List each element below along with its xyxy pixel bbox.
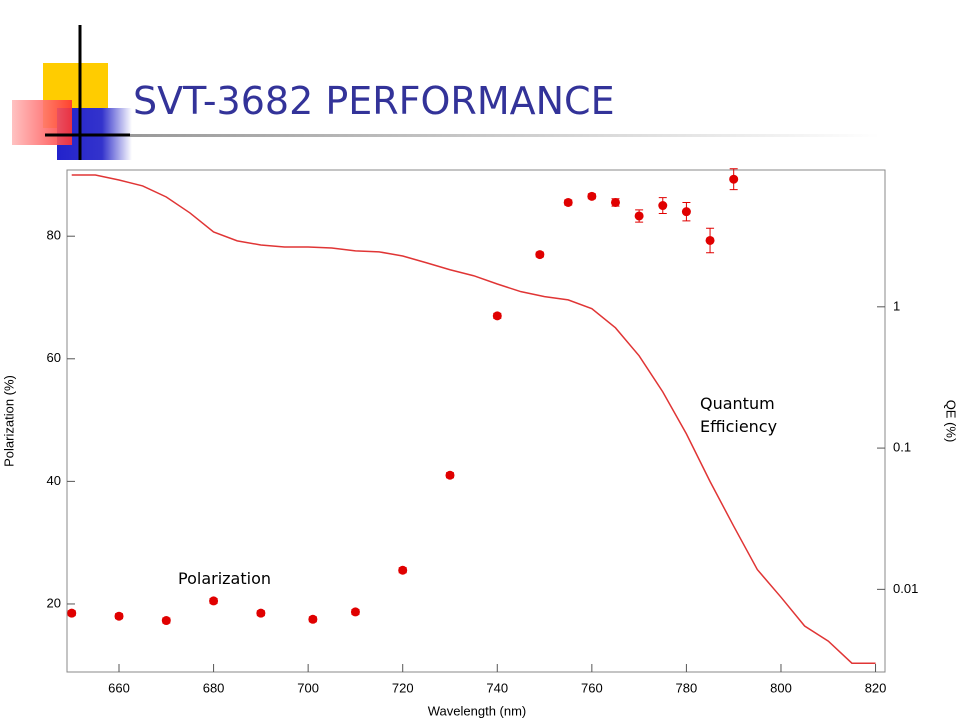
data-point — [350, 607, 360, 617]
plot-frame — [66, 169, 886, 673]
data-point — [308, 614, 318, 624]
x-axis-label: Wavelength (nm) — [428, 703, 527, 718]
x-tick-label: 800 — [770, 680, 792, 695]
x-tick-label: 820 — [865, 680, 887, 695]
data-point — [681, 207, 691, 217]
y-tick-label: 20 — [47, 595, 61, 610]
slide-title: SVT-3682 PERFORMANCE — [133, 79, 615, 123]
data-point — [634, 211, 644, 221]
y2-axis-label: QE (%) — [944, 400, 959, 443]
y2-tick-label: 0.1 — [893, 440, 911, 455]
x-tick-label: 740 — [486, 680, 508, 695]
x-tick-label: 780 — [676, 680, 698, 695]
title-rule — [130, 134, 880, 137]
data-point — [705, 235, 715, 245]
data-point — [398, 565, 408, 575]
data-point — [729, 174, 739, 184]
data-point — [563, 197, 573, 207]
data-point — [256, 608, 266, 618]
x-tick-label: 720 — [392, 680, 414, 695]
qe-line — [71, 174, 876, 664]
qe-annotation: Quantum Efficiency — [700, 394, 778, 436]
y-tick-label: 40 — [47, 473, 61, 488]
x-tick-label: 760 — [581, 680, 603, 695]
x-tick-label: 700 — [297, 680, 319, 695]
data-point — [492, 311, 502, 321]
y2-tick-label: 0.01 — [893, 581, 918, 596]
y-tick-label: 60 — [47, 350, 61, 365]
x-tick-label: 660 — [108, 680, 130, 695]
data-point — [610, 197, 620, 207]
data-point — [587, 191, 597, 201]
data-point — [209, 596, 219, 606]
y-tick-label: 80 — [47, 228, 61, 243]
y2-tick-label: 1 — [893, 298, 900, 313]
data-point — [114, 611, 124, 621]
data-point — [658, 201, 668, 211]
data-point — [535, 250, 545, 260]
data-point — [161, 616, 171, 626]
data-point — [67, 608, 77, 618]
data-point — [445, 470, 455, 480]
y-axis-label: Polarization (%) — [1, 375, 16, 467]
decor-red — [12, 100, 72, 145]
polarization-annotation: Polarization — [178, 569, 271, 588]
x-tick-label: 680 — [203, 680, 225, 695]
